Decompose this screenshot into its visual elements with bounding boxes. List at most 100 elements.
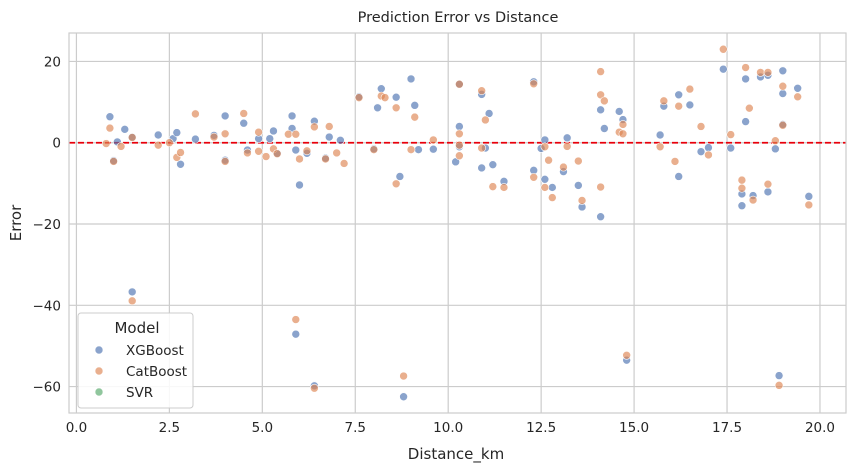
catboost-point [220, 129, 230, 139]
x-tick-label: 17.5 [712, 420, 742, 436]
catboost-point [191, 109, 200, 119]
catboost-point [429, 135, 438, 145]
catboost-point [116, 142, 126, 151]
catboost-point [243, 148, 252, 158]
catboost-point [704, 150, 713, 160]
catboost-point [674, 101, 684, 111]
catboost-point [778, 120, 788, 130]
catboost-point [291, 129, 301, 139]
catboost-point [220, 157, 230, 166]
catboost-point [559, 162, 568, 172]
catboost-point [410, 112, 420, 122]
catboost-point [574, 156, 583, 166]
catboost-point [254, 127, 263, 137]
catboost-point [455, 79, 464, 89]
catboost-point [748, 195, 758, 205]
legend-marker-catboost [94, 366, 104, 376]
catboost-point [741, 63, 750, 72]
catboost-point [670, 157, 680, 166]
legend-box [77, 312, 194, 409]
catboost-point [339, 159, 349, 168]
legend: Model XGBoost CatBoost SVR [77, 312, 194, 409]
catboost-point [655, 142, 665, 152]
y-tick-label: −20 [33, 217, 62, 233]
xgboost-point [741, 74, 750, 84]
catboost-point [332, 148, 341, 158]
legend-label-xgboost: XGBoost [126, 343, 184, 359]
y-axis-ticks: 20 0 −20 −40 −60 [33, 54, 62, 395]
xgboost-point [176, 159, 185, 169]
xgboost-point [793, 83, 802, 93]
catboost-point [455, 140, 464, 150]
xgboost-point [562, 133, 572, 143]
x-axis-label: Distance_km [408, 445, 504, 464]
legend-marker-xgboost [94, 345, 104, 355]
catboost-point [391, 179, 401, 189]
xgboost-point [376, 84, 386, 93]
catboost-point [618, 120, 628, 129]
xgboost-point [488, 160, 498, 169]
xgboost-point [596, 105, 605, 115]
catboost-point [284, 129, 293, 139]
y-tick-label: 20 [44, 54, 61, 70]
catboost-point [176, 148, 185, 157]
catboost-point [548, 193, 557, 202]
xgboost-point [410, 101, 420, 110]
xgboost-point [291, 329, 301, 339]
catboost-point [477, 86, 486, 96]
catboost-point [771, 136, 780, 146]
xgboost-point [172, 128, 182, 137]
xgboost-point [778, 89, 788, 98]
y-tick-label: 0 [52, 136, 61, 152]
catboost-point [659, 96, 669, 106]
xgboost-point [548, 183, 557, 192]
catboost-point [302, 146, 312, 156]
xgboost-point [406, 74, 416, 84]
catboost-point [101, 139, 111, 148]
xgboost-point [291, 145, 301, 155]
catboost-point [745, 103, 754, 113]
x-tick-label: 15.0 [619, 420, 649, 436]
legend-marker-svr [94, 387, 104, 397]
catboost-point [239, 109, 249, 118]
x-axis-ticks: 0.0 2.5 5.0 7.5 10.0 12.5 15.0 17.5 20.0 [66, 420, 835, 436]
xgboost-point [414, 145, 423, 154]
xgboost-point [391, 92, 401, 102]
catboost-point [127, 296, 137, 306]
catboost-point [544, 155, 553, 165]
catboost-point [596, 182, 605, 192]
catboost-point [540, 183, 550, 192]
x-tick-label: 12.5 [526, 420, 556, 436]
xgboost-point [105, 112, 115, 122]
catboost-point [272, 149, 282, 159]
catboost-point [127, 133, 137, 142]
catboost-point [369, 145, 379, 154]
xgboost-point [774, 371, 784, 380]
catboost-point [737, 175, 747, 185]
catboost-point [622, 350, 631, 360]
xgboost-point [455, 122, 464, 131]
xgboost-point [239, 118, 249, 128]
catboost-point [406, 145, 416, 154]
x-tick-label: 2.5 [159, 420, 180, 436]
catboost-point [529, 79, 539, 89]
catboost-point [774, 381, 784, 390]
catboost-point [763, 179, 773, 189]
xgboost-point [373, 103, 382, 113]
xgboost-point [153, 130, 163, 140]
catboost-point [778, 81, 788, 91]
catboost-point [499, 183, 509, 192]
xgboost-point [674, 172, 684, 181]
catboost-point [109, 157, 118, 166]
catboost-point [618, 129, 628, 139]
catboost-point [354, 93, 364, 102]
xgboost-point [596, 212, 605, 222]
xgboost-point [685, 100, 695, 110]
xgboost-point [324, 132, 334, 142]
x-tick-label: 20.0 [805, 420, 835, 436]
legend-label-svr: SVR [126, 385, 153, 401]
xgboost-point [540, 175, 550, 184]
xgboost-point [336, 135, 345, 145]
catboost-point [324, 122, 334, 131]
